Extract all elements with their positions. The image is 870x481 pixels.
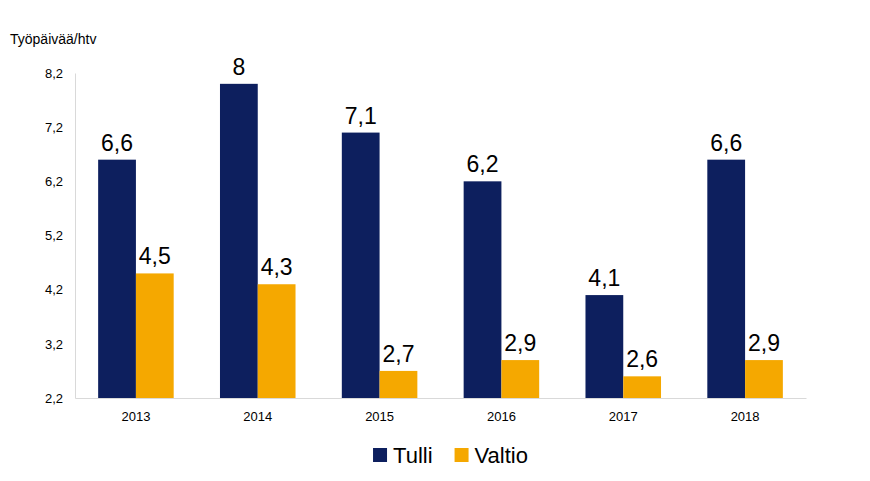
data-label: 8 [232, 54, 245, 80]
data-label: 4,1 [588, 265, 620, 291]
y-tick-label: 8,2 [45, 66, 63, 81]
data-labels: 6,6 8 7,1 6,2 4,1 6,6 4,5 4,3 2,7 2,9 2,6 2,9 [101, 54, 780, 373]
legend-item: Valtio [455, 443, 528, 468]
x-tick: 2015 [365, 398, 394, 424]
data-label: 7,1 [345, 103, 377, 129]
x-tick-label: 2017 [609, 409, 638, 424]
legend-label: Valtio [475, 443, 528, 468]
x-tick-label: 2018 [731, 409, 760, 424]
legend-swatch [373, 448, 387, 462]
x-tick-label: 2015 [365, 409, 394, 424]
y-tick-label: 6,2 [45, 174, 63, 189]
legend: Tulli Valtio [373, 443, 528, 468]
legend-item: Tulli [373, 443, 433, 468]
y-tick-label: 3,2 [45, 336, 63, 351]
bar [342, 133, 380, 398]
data-label: 2,9 [748, 330, 780, 356]
bar [258, 284, 296, 398]
x-tick-label: 2014 [243, 409, 272, 424]
bar [220, 84, 258, 398]
data-label: 6,6 [101, 130, 133, 156]
bar [464, 181, 502, 398]
bar [380, 371, 418, 398]
y-axis-line [75, 74, 76, 399]
x-tick: 2013 [121, 398, 150, 424]
y-axis: 2,2 3,2 4,2 5,2 6,2 7,2 8,2 [45, 66, 76, 406]
bar [707, 160, 745, 398]
legend-label: Tulli [393, 443, 433, 468]
bar [136, 273, 174, 398]
legend-swatch [455, 448, 469, 462]
data-label: 2,7 [382, 341, 414, 367]
bar [501, 360, 539, 398]
data-label: 2,6 [626, 346, 658, 372]
y-tick: 8,2 [45, 66, 75, 81]
data-label: 2,9 [504, 330, 536, 356]
y-tick: 5,2 [45, 228, 75, 243]
y-tick-label: 7,2 [45, 120, 63, 135]
data-label: 6,6 [710, 130, 742, 156]
bar [98, 160, 136, 398]
y-tick: 7,2 [45, 120, 75, 135]
x-tick-label: 2013 [121, 409, 150, 424]
y-tick-label: 2,2 [45, 391, 63, 406]
x-tick-label: 2016 [487, 409, 516, 424]
data-label: 4,5 [139, 243, 171, 269]
x-axis-line [76, 398, 807, 399]
bar [623, 376, 661, 398]
x-tick: 2018 [731, 398, 760, 424]
y-tick-label: 4,2 [45, 282, 63, 297]
y-tick: 4,2 [45, 282, 75, 297]
data-label: 6,2 [467, 151, 499, 177]
bar [585, 295, 623, 398]
y-tick: 6,2 [45, 174, 75, 189]
x-tick: 2014 [243, 398, 272, 424]
chart: 2,23,24,25,26,27,28,22013201420152016201… [0, 0, 870, 481]
x-tick: 2017 [609, 398, 638, 424]
bars [98, 84, 783, 398]
data-label: 4,3 [261, 254, 293, 280]
y-tick-label: 5,2 [45, 228, 63, 243]
x-axis: 2013 2014 2015 2016 2017 2018 [76, 398, 807, 424]
y-axis-title: Työpäivää/htv [10, 31, 96, 47]
x-tick: 2016 [487, 398, 516, 424]
y-tick: 3,2 [45, 336, 75, 351]
bar [745, 360, 783, 398]
y-tick: 2,2 [45, 391, 75, 406]
